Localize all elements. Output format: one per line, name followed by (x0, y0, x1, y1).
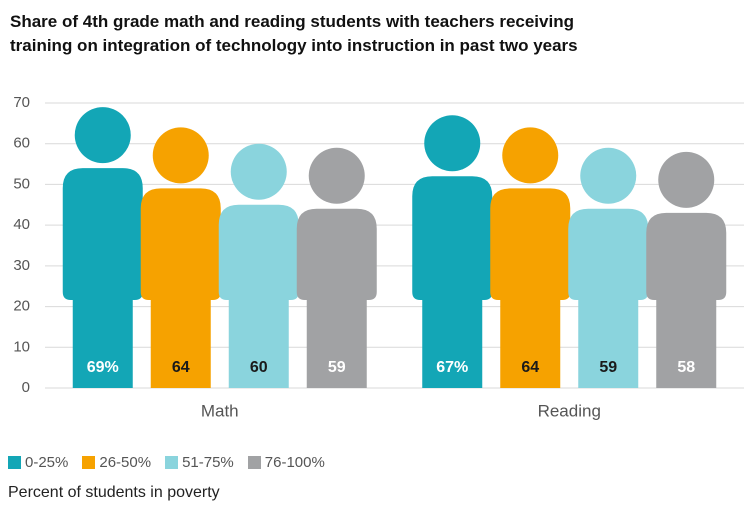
page: Share of 4th grade math and reading stud… (0, 0, 744, 512)
legend-item: 76-100% (248, 454, 325, 471)
person-body (141, 188, 221, 388)
y-tick-label: 30 (13, 257, 30, 274)
legend-label: 26-50% (99, 454, 151, 471)
person-body (490, 188, 570, 388)
chart: 0 10 20 30 40 50 60 70 Math 69% 64 60 59 Reading 67% 64… (0, 0, 744, 512)
legend-swatch (165, 456, 178, 469)
person-head (231, 144, 287, 200)
x-tick-label: Reading (538, 401, 601, 420)
y-tick-label: 0 (22, 379, 30, 396)
legend-swatch (248, 456, 261, 469)
y-tick-label: 60 (13, 135, 30, 152)
person-bar (297, 148, 377, 388)
legend-swatch (82, 456, 95, 469)
y-tick-label: 10 (13, 338, 30, 355)
legend-item: 0-25% (8, 454, 68, 471)
legend-swatch (8, 456, 21, 469)
y-tick-label: 50 (13, 175, 30, 192)
person-bar (63, 107, 143, 388)
legend-item: 51-75% (165, 454, 234, 471)
value-label: 58 (677, 359, 695, 376)
value-label: 59 (599, 359, 617, 376)
y-tick-label: 70 (13, 94, 30, 111)
person-bar (646, 152, 726, 388)
person-body (63, 168, 143, 388)
value-label: 67% (436, 359, 468, 376)
value-label: 59 (328, 359, 346, 376)
value-label: 64 (172, 359, 190, 376)
person-head (309, 148, 365, 204)
person-head (658, 152, 714, 208)
person-head (75, 107, 131, 163)
person-head (580, 148, 636, 204)
legend-label: 0-25% (25, 454, 68, 471)
person-head (153, 127, 209, 183)
person-bar (219, 144, 299, 388)
legend-item: 26-50% (82, 454, 151, 471)
legend-title: Percent of students in poverty (8, 484, 220, 502)
person-body (412, 176, 492, 388)
x-tick-label: Math (201, 401, 239, 420)
person-head (424, 115, 480, 171)
person-head (502, 127, 558, 183)
value-label: 60 (250, 359, 268, 376)
person-bar (141, 127, 221, 388)
person-bar (490, 127, 570, 388)
y-tick-label: 20 (13, 298, 30, 315)
legend: 0-25% 26-50% 51-75% 76-100% (8, 454, 325, 471)
person-bar (568, 148, 648, 388)
legend-label: 51-75% (182, 454, 234, 471)
value-label: 69% (87, 359, 119, 376)
value-label: 64 (521, 359, 539, 376)
person-bar (412, 115, 492, 388)
legend-label: 76-100% (265, 454, 325, 471)
y-tick-label: 40 (13, 216, 30, 233)
